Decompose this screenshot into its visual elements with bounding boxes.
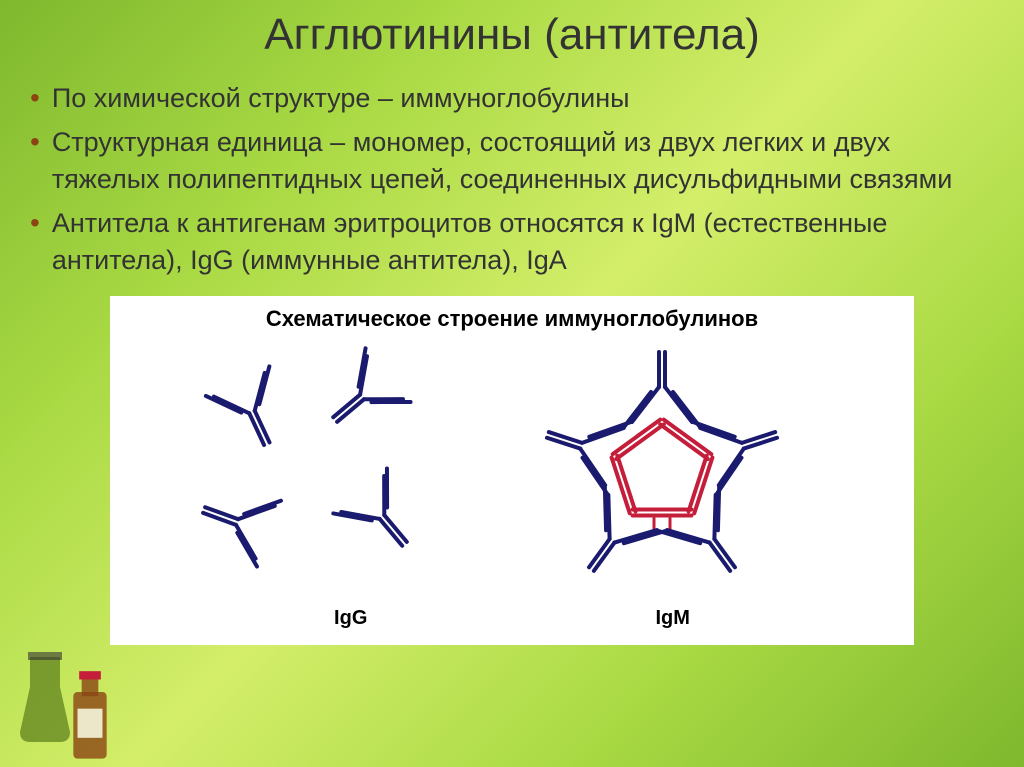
bullet-item: • Структурная единица – мономер, состоящ… [30, 124, 994, 197]
igm-label: IgM [656, 607, 690, 630]
bullet-marker: • [30, 80, 40, 116]
bullet-item: • По химической структуре – иммуноглобул… [30, 80, 994, 116]
bottle-icon [55, 667, 125, 767]
bullet-marker: • [30, 124, 40, 160]
bullet-text: Структурная единица – мономер, состоящий… [52, 124, 994, 197]
bullet-text: Антитела к антигенам эритроцитов относят… [52, 205, 994, 278]
content-area: • По химической структуре – иммуноглобул… [0, 60, 1024, 278]
diagram-labels: IgG IgM [130, 607, 894, 630]
bullet-marker: • [30, 205, 40, 241]
diagram-panel: Схематическое строение иммуноглобулинов … [110, 296, 914, 645]
slide-title: Агглютинины (антитела) [0, 0, 1024, 60]
igg-label: IgG [334, 607, 367, 630]
slide-container: Агглютинины (антитела) • По химической с… [0, 0, 1024, 767]
diagram-title: Схематическое строение иммуноглобулинов [130, 306, 894, 332]
bullet-text: По химической структуре – иммуноглобулин… [52, 80, 630, 116]
bullet-item: • Антитела к антигенам эритроцитов относ… [30, 205, 994, 278]
lab-decoration [0, 467, 120, 767]
immunoglobulin-diagram [162, 342, 862, 602]
